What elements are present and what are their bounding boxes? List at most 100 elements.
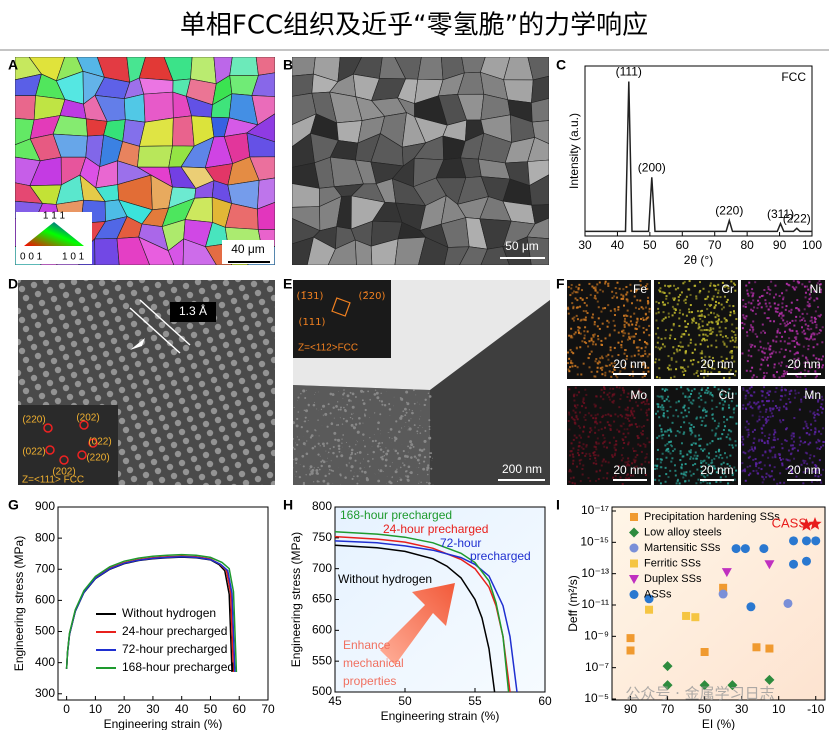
texture <box>356 440 357 441</box>
saed-index: (1̄31) <box>297 291 324 302</box>
lattice-dot <box>150 303 158 311</box>
texture <box>326 425 329 428</box>
eds-pixel <box>625 413 628 416</box>
eds-pixel <box>610 375 613 378</box>
lattice-dot <box>170 410 178 418</box>
eds-pixel <box>712 466 715 469</box>
eds-pixel <box>806 304 809 307</box>
lattice-dot <box>234 337 242 345</box>
eds-pixel <box>717 289 720 292</box>
grain <box>459 246 488 265</box>
eds-pixel <box>743 468 746 471</box>
eds-pixel <box>592 462 595 465</box>
lattice-dot <box>126 280 134 288</box>
eds-pixel <box>596 422 599 425</box>
eds-pixel <box>670 328 673 331</box>
texture <box>391 482 393 484</box>
eds-pixel <box>765 400 768 403</box>
eds-pixel <box>654 358 657 361</box>
x-tick-label: 40 <box>175 702 189 716</box>
eds-pixel <box>756 420 759 423</box>
eds-pixel <box>795 352 798 355</box>
eds-pixel <box>791 444 794 447</box>
texture <box>399 396 402 399</box>
eds-pixel <box>685 415 688 418</box>
eds-pixel <box>704 333 707 336</box>
lattice-dot <box>258 360 266 368</box>
lattice-dot <box>54 366 62 374</box>
eds-pixel <box>818 332 821 335</box>
eds-pixel <box>585 444 588 447</box>
eds-pixel <box>711 298 714 301</box>
eds-pixel <box>721 308 724 311</box>
eds-pixel <box>644 366 647 369</box>
lattice-dot <box>270 294 275 302</box>
eds-pixel <box>693 388 696 391</box>
eds-pixel <box>712 327 715 330</box>
eds-pixel <box>697 323 700 326</box>
texture <box>295 462 298 465</box>
eds-pixel <box>804 291 807 294</box>
texture <box>389 428 393 431</box>
eds-pixel <box>567 368 570 371</box>
eds-pixel <box>727 287 730 290</box>
lattice-dot <box>30 343 38 351</box>
eds-pixel <box>765 417 768 420</box>
eds-pixel <box>654 467 657 470</box>
eds-pixel <box>657 311 660 314</box>
marker <box>645 605 654 614</box>
texture <box>340 454 344 458</box>
eds-pixel <box>715 320 718 323</box>
texture <box>344 409 347 413</box>
eds-pixel <box>675 409 678 412</box>
texture <box>304 397 307 400</box>
eds-pixel <box>720 330 723 333</box>
eds-pixel <box>735 327 738 330</box>
texture <box>362 458 365 460</box>
eds-pixel <box>632 447 635 450</box>
eds-pixel <box>698 291 701 294</box>
eds-pixel <box>781 447 784 450</box>
texture <box>309 465 313 469</box>
eds-pixel <box>780 361 783 364</box>
eds-pixel <box>814 319 817 322</box>
lattice-dot <box>254 475 262 483</box>
lattice-dot <box>142 285 150 293</box>
eds-pixel <box>813 471 816 474</box>
eds-pixel <box>704 411 707 414</box>
lattice-dot <box>270 480 275 485</box>
texture <box>409 446 412 450</box>
eds-pixel <box>760 468 763 471</box>
lattice-dot <box>262 307 270 315</box>
texture <box>332 451 335 455</box>
eds-pixel <box>669 405 672 408</box>
eds-pixel <box>588 431 591 434</box>
eds-pixel <box>795 338 798 341</box>
eds-pixel <box>592 452 595 455</box>
eds-pixel <box>711 429 714 432</box>
eds-pixel <box>611 454 614 457</box>
eds-pixel <box>627 443 630 446</box>
texture <box>297 400 298 401</box>
curve-label: 168-hour precharged <box>340 508 452 522</box>
lattice-dot <box>142 347 150 355</box>
eds-pixel <box>577 288 580 291</box>
texture <box>389 432 390 433</box>
eds-pixel <box>635 321 638 324</box>
eds-pixel <box>639 317 642 320</box>
texture <box>358 422 361 425</box>
eds-pixel <box>677 400 680 403</box>
eds-pixel <box>596 300 599 303</box>
texture <box>311 468 315 472</box>
eds-pixel <box>767 285 770 288</box>
eds-pixel <box>804 365 807 368</box>
eds-pixel <box>661 301 664 304</box>
eds-pixel <box>792 280 795 283</box>
eds-pixel <box>660 430 663 433</box>
eds-pixel <box>571 317 574 320</box>
eds-pixel <box>645 411 648 414</box>
texture <box>326 461 328 463</box>
eds-pixel <box>628 477 631 480</box>
eds-pixel <box>746 465 749 468</box>
eds-pixel <box>664 480 667 483</box>
